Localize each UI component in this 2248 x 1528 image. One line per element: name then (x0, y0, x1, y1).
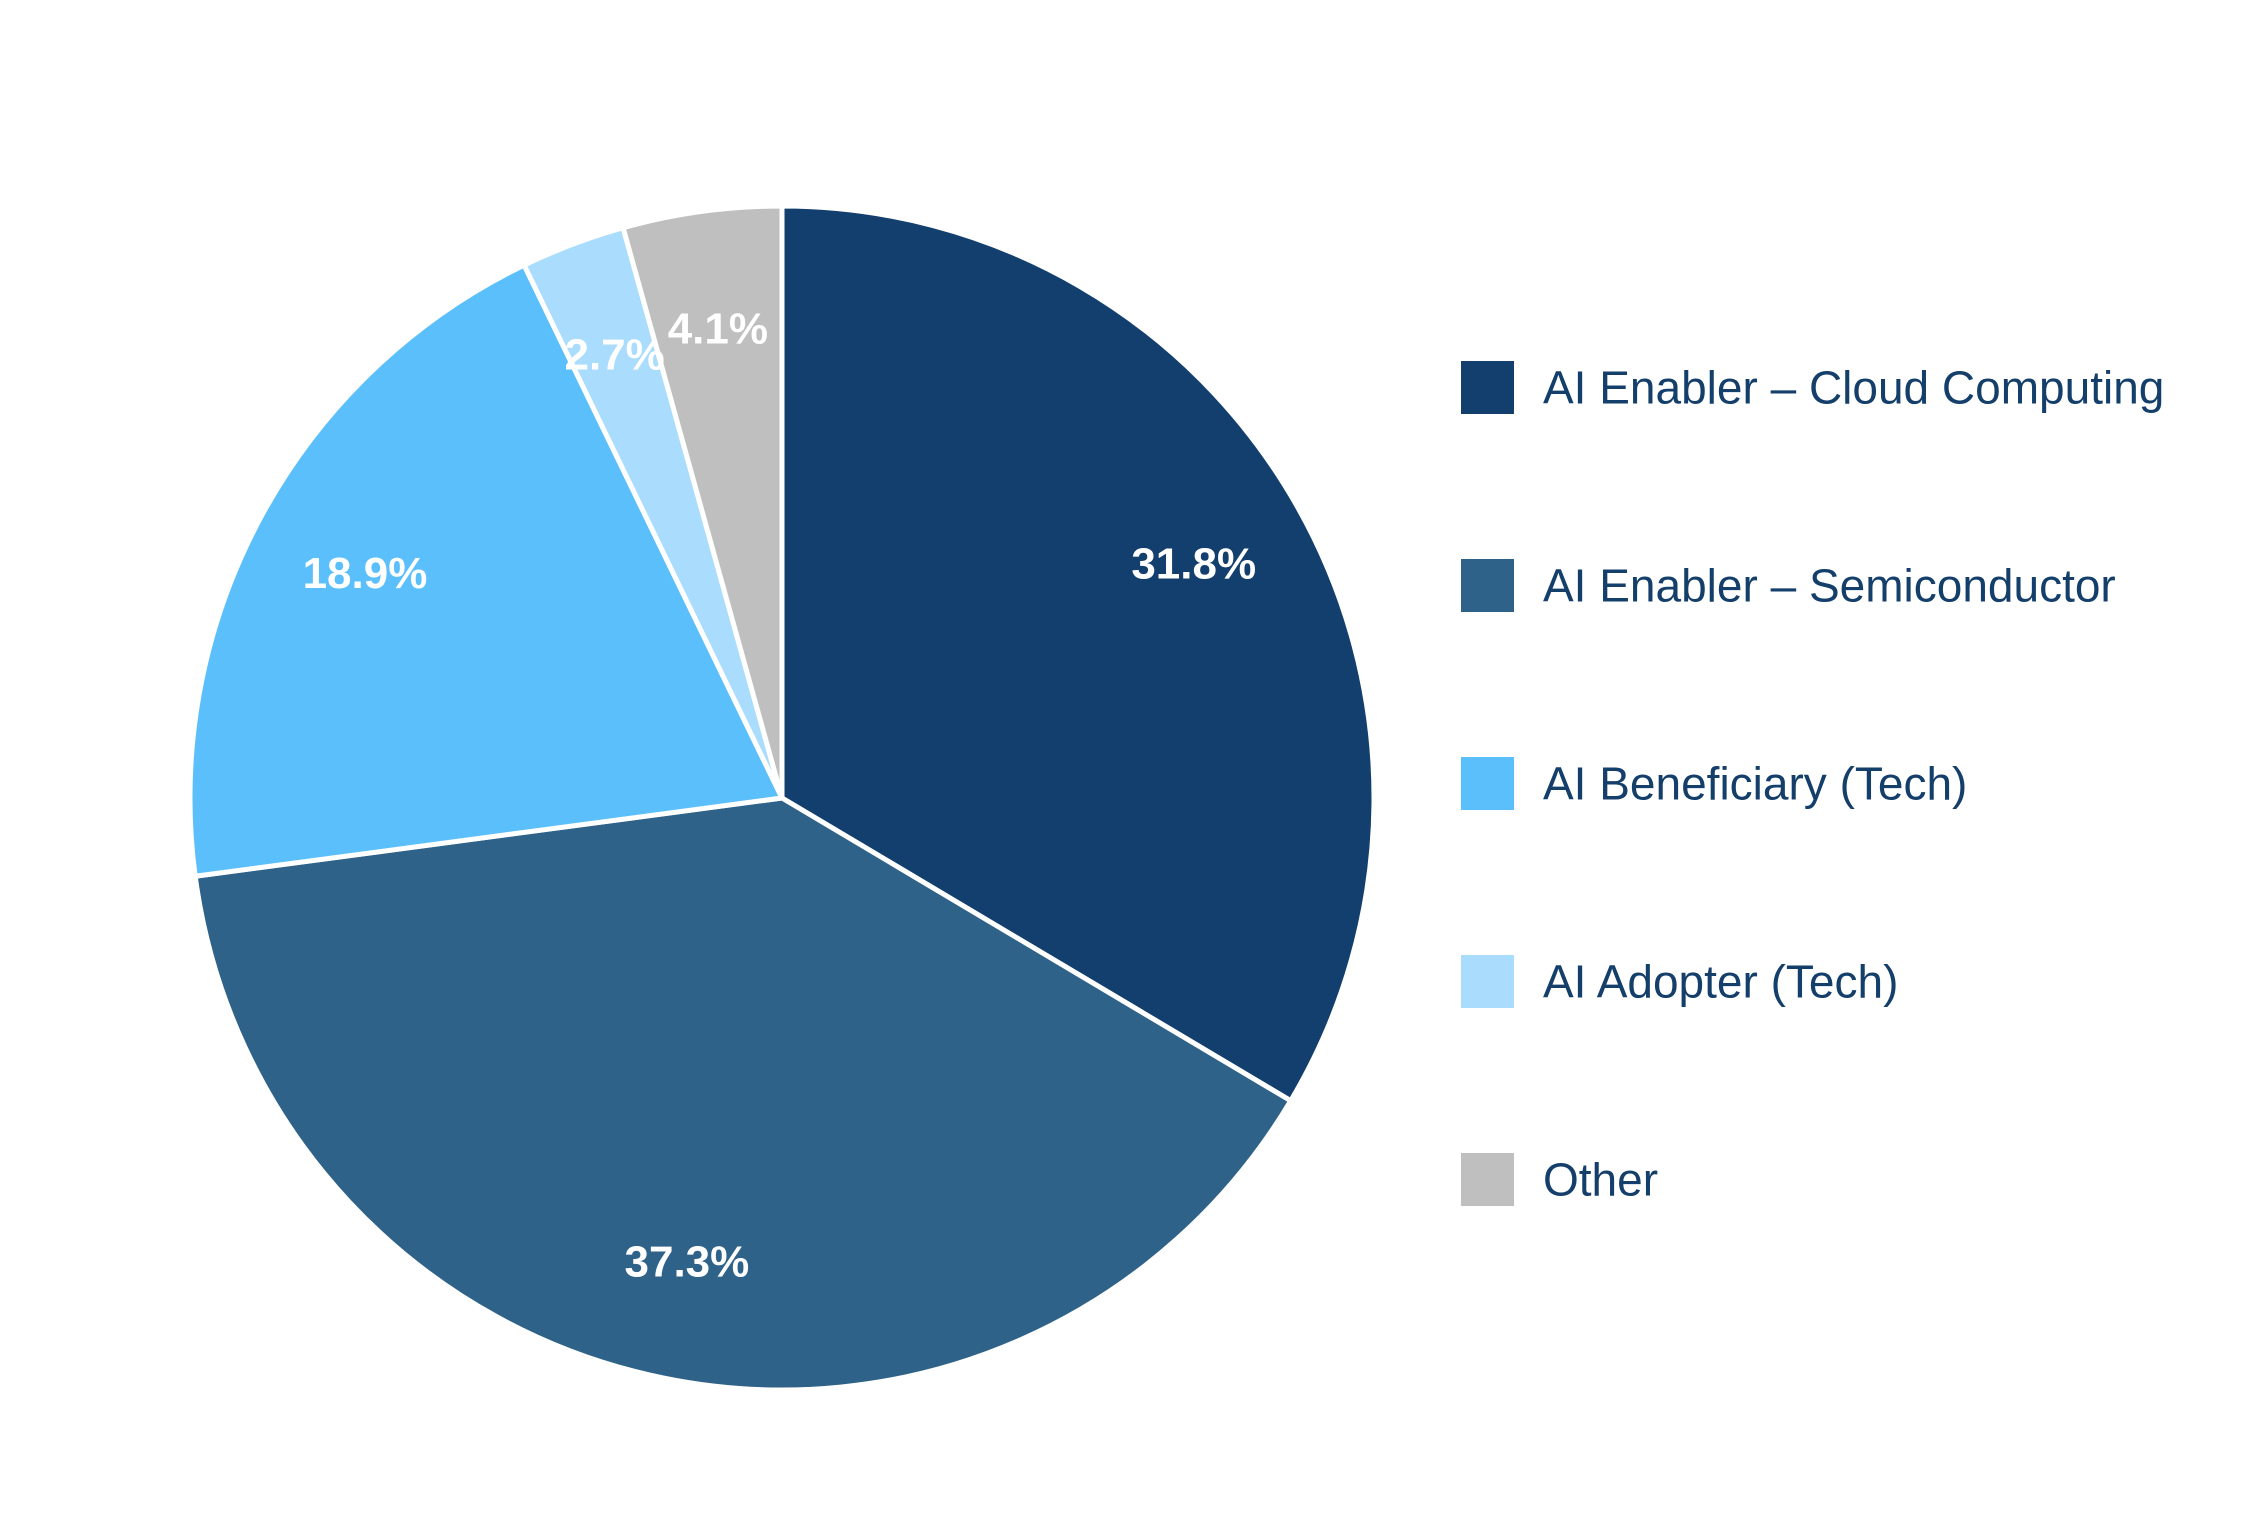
pie-slice-other (620, 203, 785, 801)
pie-slice-labels: 31.8% 37.3% 18.9% 2.7%4.1% (303, 304, 1257, 1286)
legend-label: AI Beneficiary (Tech) (1543, 758, 1967, 810)
legend-label: AI Enabler – Semiconductor (1543, 560, 2116, 612)
legend-swatch (1461, 955, 1514, 1008)
legend-swatch (1461, 559, 1514, 612)
legend: AI Enabler – Cloud Computing AI Enabler –… (1461, 361, 2164, 1206)
legend-swatch (1461, 757, 1514, 810)
pie-slice-ai-beneficiary-tech (187, 262, 785, 879)
legend-label: AI Enabler – Cloud Computing (1543, 362, 2164, 414)
legend-item-ai-enabler-semiconductor: AI Enabler – Semiconductor (1461, 559, 2116, 612)
pie-slice-ai-enabler-cloud-computing (779, 203, 1377, 1104)
slice-label-other: 4.1% (668, 304, 768, 353)
legend-item-ai-adopter-tech: AI Adopter (Tech) (1461, 955, 1898, 1008)
legend-item-other: Other (1461, 1153, 1658, 1206)
slice-label-ai-enabler-cloud-computing: 31.8% (1131, 539, 1256, 588)
legend-item-ai-beneficiary-tech: AI Beneficiary (Tech) (1461, 757, 1967, 810)
legend-item-ai-enabler-cloud-computing: AI Enabler – Cloud Computing (1461, 361, 2164, 414)
legend-swatch (1461, 361, 1514, 414)
pie-slice-ai-enabler-semiconductor (192, 795, 1294, 1393)
legend-label: Other (1543, 1154, 1658, 1206)
slice-label-ai-beneficiary-tech: 18.9% (303, 549, 428, 598)
legend-label: AI Adopter (Tech) (1543, 956, 1898, 1008)
legend-swatch (1461, 1153, 1514, 1206)
slice-label-ai-adopter-tech: 2.7% (564, 330, 664, 379)
pie-slices (187, 203, 1377, 1393)
slice-label-ai-enabler-semiconductor: 37.3% (625, 1237, 750, 1286)
